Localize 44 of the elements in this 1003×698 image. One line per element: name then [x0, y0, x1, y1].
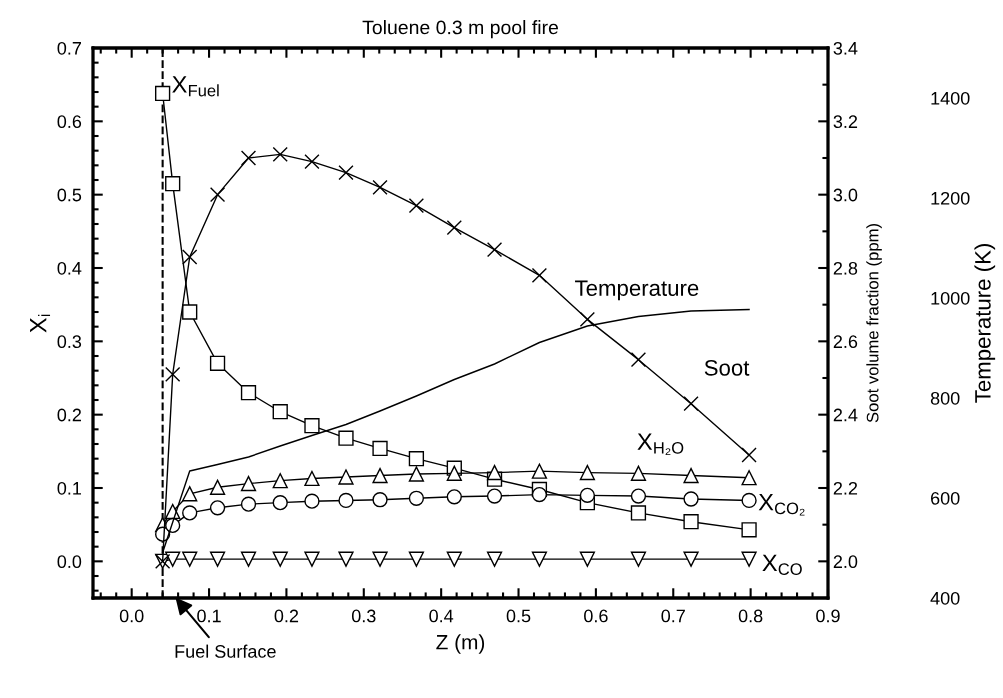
y-axis-title: X$_{i}$: [30, 314, 51, 333]
y2-tick-label: 2.2: [833, 481, 858, 495]
series-label: X$_{CO₂}$: [758, 494, 805, 516]
y-tick-label: 0.2: [57, 408, 81, 422]
y-tick-label: 0.1: [57, 481, 82, 495]
x-axis-title: Z (m): [436, 634, 485, 654]
x-tick-label: 0.2: [274, 609, 299, 623]
y-tick-label: 0.0: [57, 555, 82, 569]
y-tick-label: 0.5: [57, 188, 82, 202]
series-label: Temperature: [575, 280, 699, 301]
x-tick-label: 0.5: [506, 609, 531, 623]
y3-tick-label: 1400: [931, 91, 970, 105]
y2-tick-label: 3.0: [833, 188, 858, 202]
y-tick-label: 0.4: [57, 261, 82, 275]
y-tick-label: 0.3: [57, 335, 82, 349]
x-tick-label: 0.7: [661, 609, 685, 623]
x-tick-label: 0.9: [816, 609, 840, 623]
y3-tick-label: 1000: [931, 291, 970, 305]
x-tick-label: 0.3: [351, 609, 376, 623]
y2-tick-label: 2.6: [833, 335, 858, 349]
y-tick-label: 0.7: [57, 41, 81, 55]
y2-tick-label: 3.2: [833, 115, 858, 129]
x-tick-label: 0.0: [119, 609, 144, 623]
x-tick-label: 0.8: [738, 609, 763, 623]
x-tick-label: 0.1: [197, 609, 221, 623]
x-tick-label: 0.4: [429, 609, 454, 623]
y-tick-label: 0.6: [57, 115, 82, 129]
series-label: Soot: [704, 359, 750, 376]
y2-axis-title: Soot volume fraction (ppm): [866, 223, 882, 423]
y2-tick-label: 2.4: [833, 408, 858, 422]
y2-tick-label: 2.8: [833, 261, 858, 275]
chart-title: Toluene 0.3 m pool fire: [362, 20, 558, 39]
x-tick-label: 0.6: [584, 609, 608, 623]
y2-tick-label: 2.0: [833, 555, 858, 569]
y3-tick-label: 800: [930, 391, 960, 405]
y3-tick-label: 1200: [931, 191, 970, 205]
series-label: X$_{CO}$: [762, 554, 802, 575]
legend-label: X$_{Fuel}$: [172, 76, 219, 97]
y3-axis-title: Temperature (K): [974, 244, 996, 403]
series-label: X$_{H₂O}$: [637, 433, 684, 455]
text: Fuel Surface: [175, 644, 276, 658]
y2-tick-label: 3.4: [833, 41, 858, 55]
y3-tick-label: 600: [931, 491, 960, 505]
y3-tick-label: 400: [930, 591, 960, 605]
